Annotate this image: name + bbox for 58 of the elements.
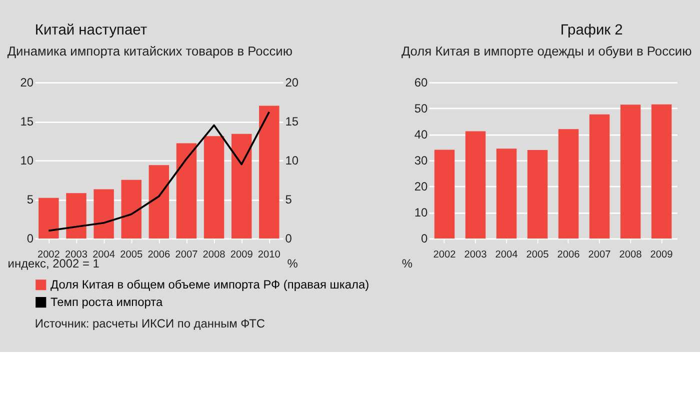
text: График 2: [560, 22, 623, 39]
y-tick-label: 10: [20, 154, 34, 168]
chart-title: Доля Китая в импорте одежды и обуви в Россию: [401, 44, 692, 59]
chart-title: Динамика импорта китайских товаров в Россию: [7, 44, 293, 59]
x-tick-label: 2007: [175, 249, 198, 260]
bar: [38, 198, 59, 238]
bar: [94, 189, 114, 238]
y-tick-label: 40: [414, 127, 428, 142]
bar: [527, 150, 548, 238]
y-tick-label: 20: [20, 75, 34, 90]
x-tick-label: 2007: [588, 249, 612, 260]
bar: [651, 104, 672, 238]
y2-tick-label: 0: [285, 232, 292, 246]
x-tick-label: 2005: [120, 249, 143, 260]
x-tick-label: 2004: [495, 249, 518, 260]
bar: [589, 114, 610, 238]
x-tick-label: 2009: [650, 249, 674, 260]
bar: [620, 104, 641, 238]
x-tick-label: 2003: [464, 249, 488, 260]
legend-label: Доля Китая в общем объеме импорта РФ (правая шкала): [50, 278, 370, 292]
y2-tick-label: 15: [285, 114, 299, 128]
bar: [558, 129, 579, 238]
y2-tick-label: 5: [285, 192, 292, 207]
line-series: [48, 111, 270, 232]
bar: [231, 134, 252, 238]
y-tick-label: 60: [414, 75, 428, 90]
y-tick-label: 10: [414, 206, 428, 220]
x-tick-label: 2009: [230, 249, 254, 260]
y2-tick-label: 20: [285, 75, 299, 90]
x-tick-label: 2006: [557, 249, 580, 260]
bar: [496, 148, 517, 238]
bar: [434, 150, 455, 238]
text: Китай наступает: [34, 22, 148, 39]
bar: [121, 180, 142, 238]
x-tick-label: 2006: [148, 249, 171, 260]
x-tick-label: 2008: [619, 249, 642, 260]
legend-label: Темп роста импорта: [50, 294, 163, 309]
bar: [259, 106, 280, 238]
y2-axis-title: %: [287, 256, 298, 270]
x-tick-label: 2008: [202, 249, 226, 260]
text: Источник: расчеты ИКСИ по данным ФТС: [34, 316, 266, 331]
x-tick-label: 2010: [258, 249, 281, 260]
bar: [66, 193, 86, 238]
y-tick-label: 30: [414, 154, 428, 168]
bar: [176, 143, 197, 238]
y-tick-label: 15: [20, 114, 34, 128]
y-tick-label: 0: [420, 232, 428, 246]
y-tick-label: 0: [26, 232, 34, 246]
x-tick-label: 2005: [526, 249, 550, 260]
y-tick-label: 20: [414, 180, 428, 194]
x-tick-label: 2002: [433, 249, 456, 260]
y-axis-title: %: [402, 256, 413, 270]
bar: [204, 136, 224, 238]
y-tick-label: 50: [414, 101, 428, 116]
bar: [465, 131, 486, 238]
y2-tick-label: 10: [285, 154, 299, 168]
y-tick-label: 5: [26, 192, 34, 207]
bar: [148, 165, 170, 238]
